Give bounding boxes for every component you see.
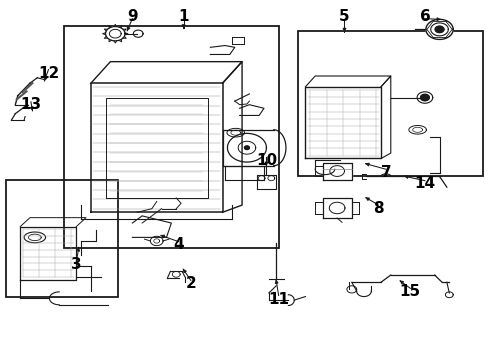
Polygon shape — [322, 198, 351, 218]
Polygon shape — [256, 175, 276, 189]
Bar — [64, 26, 278, 248]
Text: 15: 15 — [399, 284, 420, 300]
Text: 7: 7 — [380, 165, 390, 180]
Text: 14: 14 — [413, 176, 435, 191]
Polygon shape — [416, 92, 432, 103]
Polygon shape — [434, 26, 443, 33]
Polygon shape — [150, 236, 163, 246]
Text: 3: 3 — [71, 257, 81, 272]
Text: 4: 4 — [173, 237, 183, 252]
Text: 6: 6 — [419, 9, 429, 24]
Text: 12: 12 — [38, 66, 59, 81]
Text: 1: 1 — [178, 9, 188, 24]
Polygon shape — [244, 146, 249, 149]
Text: 5: 5 — [339, 9, 349, 24]
Polygon shape — [425, 19, 452, 40]
Bar — [5, 180, 118, 297]
Text: 9: 9 — [127, 9, 138, 24]
Text: 8: 8 — [372, 201, 383, 216]
Polygon shape — [420, 94, 428, 101]
Polygon shape — [105, 27, 125, 41]
Text: 2: 2 — [185, 276, 196, 292]
Bar — [298, 31, 483, 176]
Polygon shape — [346, 286, 356, 293]
Text: 10: 10 — [255, 153, 276, 168]
Polygon shape — [133, 30, 143, 37]
Text: 11: 11 — [267, 292, 288, 307]
Polygon shape — [445, 292, 452, 298]
Text: 13: 13 — [20, 97, 41, 112]
Polygon shape — [322, 163, 351, 180]
